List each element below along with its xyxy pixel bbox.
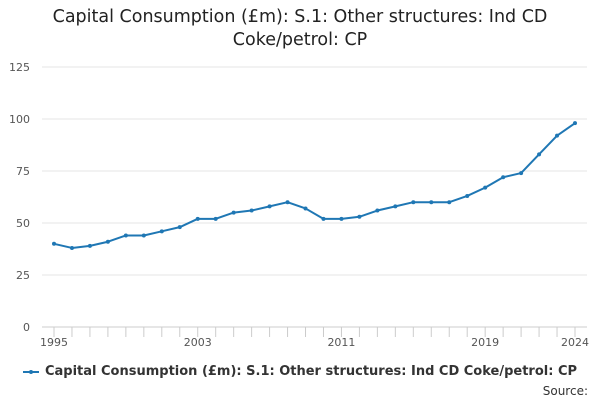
- y-tick-label-125: 125: [9, 61, 30, 74]
- source-label: Source:: [542, 384, 588, 398]
- data-point-1999: [123, 233, 128, 238]
- data-point-2015: [411, 200, 416, 205]
- y-tick-label-75: 75: [16, 165, 30, 178]
- data-point-2009: [303, 206, 308, 211]
- chart-title-line-2: Coke/petrol: CP: [232, 30, 368, 50]
- y-tick-label-50: 50: [16, 217, 30, 230]
- y-tick-label-0: 0: [23, 321, 30, 334]
- series-line-0: [53, 122, 576, 249]
- legend[interactable]: Capital Consumption (£m): S.1: Other str…: [0, 364, 600, 379]
- data-point-1997: [87, 243, 92, 248]
- data-point-2000: [141, 233, 146, 238]
- data-point-2001: [159, 229, 164, 234]
- data-point-2007: [267, 204, 272, 209]
- chart-title: Capital Consumption (£m): S.1: Other str…: [0, 6, 600, 52]
- data-point-2010: [321, 216, 326, 221]
- y-tick-label-25: 25: [16, 269, 30, 282]
- y-tick-label-100: 100: [9, 113, 30, 126]
- data-point-2014: [393, 204, 398, 209]
- data-point-2021: [519, 171, 524, 176]
- data-point-2002: [177, 225, 182, 230]
- x-tick-label-2003: 2003: [184, 336, 212, 349]
- data-point-2017: [447, 200, 452, 205]
- data-point-2012: [357, 214, 362, 219]
- data-point-1998: [105, 239, 110, 244]
- x-tick-label-2019: 2019: [471, 336, 499, 349]
- data-point-2008: [285, 200, 290, 205]
- data-point-2011: [339, 216, 344, 221]
- data-point-2023: [555, 133, 560, 138]
- data-point-2003: [195, 216, 200, 221]
- data-point-2019: [483, 185, 488, 190]
- data-point-2022: [537, 152, 542, 157]
- data-point-2005: [231, 210, 236, 215]
- data-point-1996: [69, 245, 74, 250]
- chart-title-line-1: Capital Consumption (£m): S.1: Other str…: [52, 7, 548, 27]
- data-point-2006: [249, 208, 254, 213]
- x-tick-label-2011: 2011: [327, 336, 355, 349]
- data-point-2016: [429, 200, 434, 205]
- x-tick-label-1995: 1995: [40, 336, 68, 349]
- data-point-2020: [501, 175, 506, 180]
- data-point-1995: [52, 241, 56, 246]
- data-point-2018: [465, 193, 470, 198]
- data-point-2024: [573, 121, 577, 126]
- legend-swatch: [22, 366, 39, 378]
- x-tick-label-2024: 2024: [561, 336, 589, 349]
- legend-label: Capital Consumption (£m): S.1: Other str…: [44, 364, 578, 379]
- data-point-2004: [213, 216, 218, 221]
- data-point-2013: [375, 208, 380, 213]
